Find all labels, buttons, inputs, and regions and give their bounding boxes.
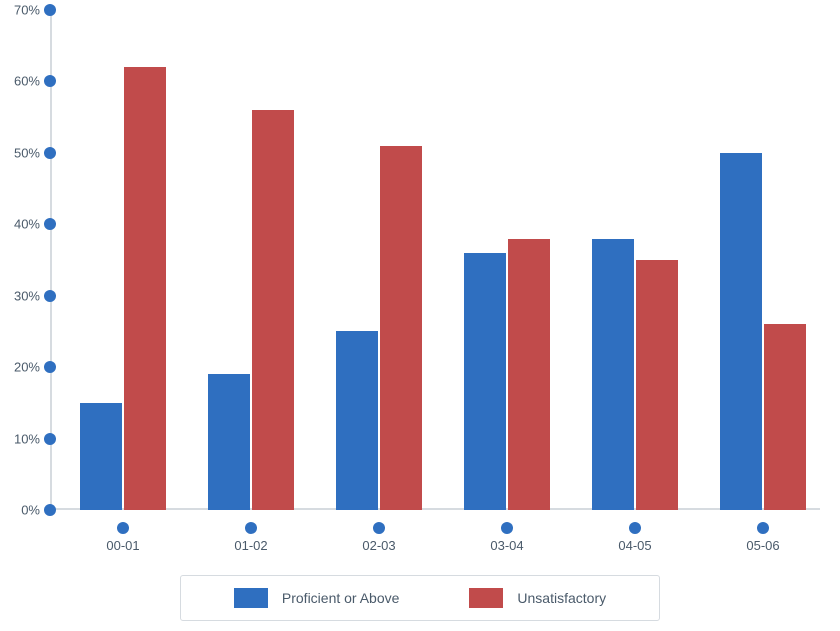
x-axis-category-label: 05-06 <box>723 538 803 553</box>
legend-item-unsatisfactory: Unsatisfactory <box>469 588 606 608</box>
y-axis-tick-label: 20% <box>0 360 40 375</box>
bar <box>252 110 294 510</box>
y-axis-tick-label: 60% <box>0 74 40 89</box>
legend-label: Unsatisfactory <box>517 590 606 606</box>
y-axis-tick-label: 0% <box>0 503 40 518</box>
bar <box>208 374 250 510</box>
y-axis-tick-label: 50% <box>0 145 40 160</box>
chart-plot-area: 0%10%20%30%40%50%60%70% 00-0101-0202-030… <box>50 10 820 510</box>
x-axis-category-label: 00-01 <box>83 538 163 553</box>
x-axis-marker-icon <box>501 522 513 534</box>
legend-label: Proficient or Above <box>282 590 400 606</box>
x-axis-marker-icon <box>117 522 129 534</box>
x-axis-marker-icon <box>629 522 641 534</box>
x-axis-category-label: 02-03 <box>339 538 419 553</box>
x-axis-marker-icon <box>757 522 769 534</box>
bar <box>636 260 678 510</box>
bar <box>464 253 506 510</box>
y-axis-tick-label: 10% <box>0 431 40 446</box>
y-axis-tick-label: 40% <box>0 217 40 232</box>
bars-area <box>50 10 820 510</box>
bar <box>80 403 122 510</box>
bar <box>592 239 634 510</box>
legend: Proficient or Above Unsatisfactory <box>180 575 660 621</box>
x-axis-category-label: 04-05 <box>595 538 675 553</box>
chart-container: 0% 10% 20% 30% 40% 50% 60% 70% 00-01 01-02 02-03 0… <box>0 0 840 631</box>
y-axis-tick-label: 70% <box>0 3 40 18</box>
legend-item-proficient: Proficient or Above <box>234 588 400 608</box>
x-axis-category-label: 03-04 <box>467 538 547 553</box>
bar <box>508 239 550 510</box>
bar <box>380 146 422 510</box>
legend-swatch <box>469 588 503 608</box>
x-axis-marker-icon <box>373 522 385 534</box>
x-axis-category-label: 01-02 <box>211 538 291 553</box>
legend-swatch <box>234 588 268 608</box>
bar <box>720 153 762 510</box>
bar <box>764 324 806 510</box>
bar <box>124 67 166 510</box>
bar <box>336 331 378 510</box>
x-axis-marker-icon <box>245 522 257 534</box>
y-axis-tick-label: 30% <box>0 288 40 303</box>
